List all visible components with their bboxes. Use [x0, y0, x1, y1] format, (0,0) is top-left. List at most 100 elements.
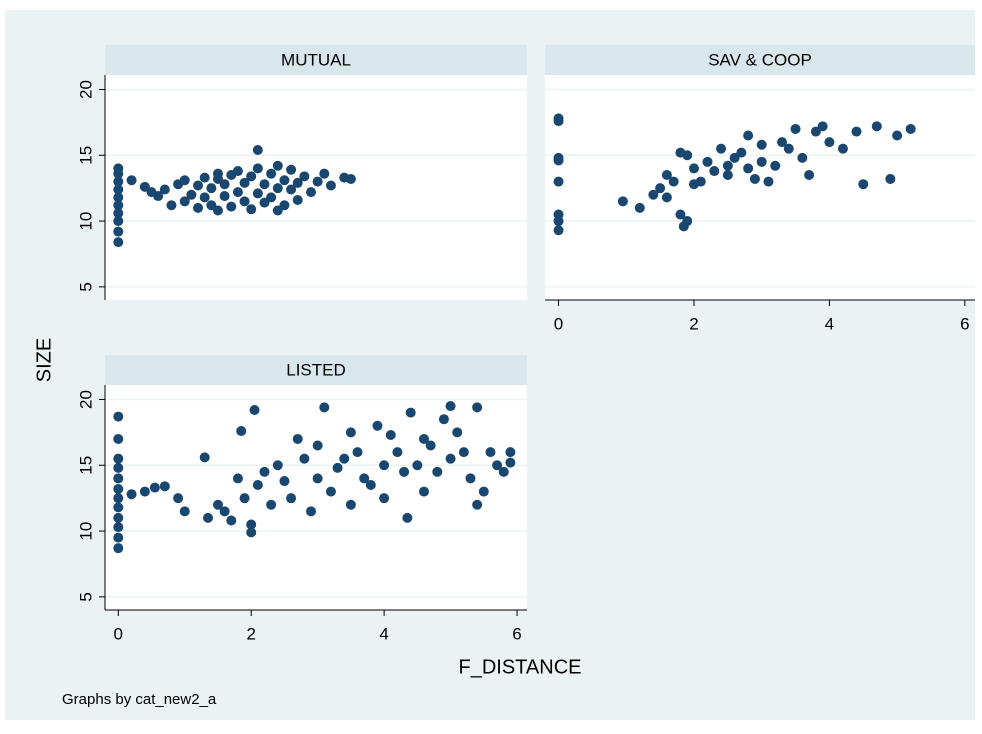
- point: [345, 173, 356, 184]
- point: [252, 163, 263, 174]
- point: [379, 493, 390, 504]
- point: [851, 126, 862, 137]
- point: [203, 512, 214, 523]
- point: [505, 447, 516, 458]
- point: [306, 506, 317, 517]
- point: [212, 168, 223, 179]
- point: [166, 200, 177, 211]
- point: [319, 402, 330, 413]
- point: [232, 166, 243, 177]
- point: [259, 179, 270, 190]
- point: [113, 192, 124, 203]
- point: [505, 457, 516, 468]
- point: [113, 522, 124, 533]
- point: [682, 150, 693, 161]
- point: [756, 139, 767, 150]
- point: [372, 420, 383, 431]
- point: [743, 130, 754, 141]
- point: [239, 493, 250, 504]
- point: [452, 427, 463, 438]
- note: Graphs by cat_new2_a: [62, 691, 217, 708]
- y-tick-label: 20: [76, 80, 95, 99]
- point: [236, 426, 247, 437]
- point: [246, 527, 257, 538]
- point: [661, 170, 672, 180]
- point: [553, 225, 564, 236]
- point: [249, 405, 260, 415]
- point: [325, 180, 336, 191]
- point: [770, 160, 781, 171]
- point: [425, 440, 436, 451]
- point: [113, 433, 124, 444]
- point: [553, 155, 564, 166]
- point: [359, 473, 370, 484]
- point: [498, 466, 509, 477]
- point: [299, 453, 310, 464]
- point: [345, 427, 356, 438]
- point: [113, 184, 124, 195]
- x-tick-label: 0: [114, 624, 123, 643]
- point: [365, 480, 376, 490]
- point: [159, 481, 170, 492]
- point: [412, 460, 423, 471]
- point: [113, 411, 124, 422]
- point: [226, 515, 237, 526]
- point: [219, 506, 230, 517]
- panel-header: [545, 45, 975, 75]
- panel-title: LISTED: [286, 360, 346, 379]
- point: [292, 177, 303, 188]
- y-tick-label: 15: [76, 146, 95, 165]
- point: [418, 486, 429, 497]
- point: [871, 121, 882, 132]
- point: [219, 179, 230, 190]
- point: [885, 173, 896, 184]
- x-tick-label: 0: [554, 314, 563, 333]
- point: [232, 473, 243, 484]
- point: [634, 202, 645, 213]
- panel-title: SAV & COOP: [708, 50, 812, 69]
- panel-header: [105, 45, 527, 75]
- point: [113, 226, 124, 237]
- point: [777, 137, 788, 148]
- point: [345, 499, 356, 510]
- point: [113, 462, 124, 473]
- point: [743, 163, 754, 174]
- y-tick-label: 10: [76, 522, 95, 541]
- point: [286, 164, 297, 175]
- point: [817, 121, 828, 132]
- panel-header: [105, 355, 527, 385]
- point: [179, 506, 190, 517]
- point: [113, 216, 124, 227]
- point: [266, 192, 277, 203]
- point: [266, 168, 277, 179]
- point: [837, 143, 848, 154]
- point: [226, 201, 237, 212]
- point: [232, 187, 243, 198]
- point: [153, 191, 164, 202]
- point: [113, 543, 124, 554]
- point: [272, 160, 283, 171]
- point: [113, 512, 124, 523]
- point: [797, 152, 808, 163]
- point: [179, 196, 190, 207]
- y-tick-label: 15: [76, 456, 95, 475]
- point: [682, 216, 693, 227]
- point: [219, 191, 230, 202]
- point: [722, 160, 733, 171]
- point: [783, 143, 794, 154]
- point: [113, 200, 124, 211]
- point: [113, 493, 124, 504]
- x-tick-label: 2: [246, 624, 255, 643]
- point: [399, 466, 410, 477]
- point: [113, 176, 124, 187]
- point: [458, 447, 469, 458]
- point: [553, 116, 564, 127]
- point: [206, 183, 217, 194]
- point: [379, 460, 390, 471]
- point: [661, 192, 672, 203]
- point: [472, 499, 483, 510]
- point: [159, 184, 170, 195]
- point: [655, 183, 666, 194]
- point: [804, 170, 815, 180]
- point: [332, 462, 343, 473]
